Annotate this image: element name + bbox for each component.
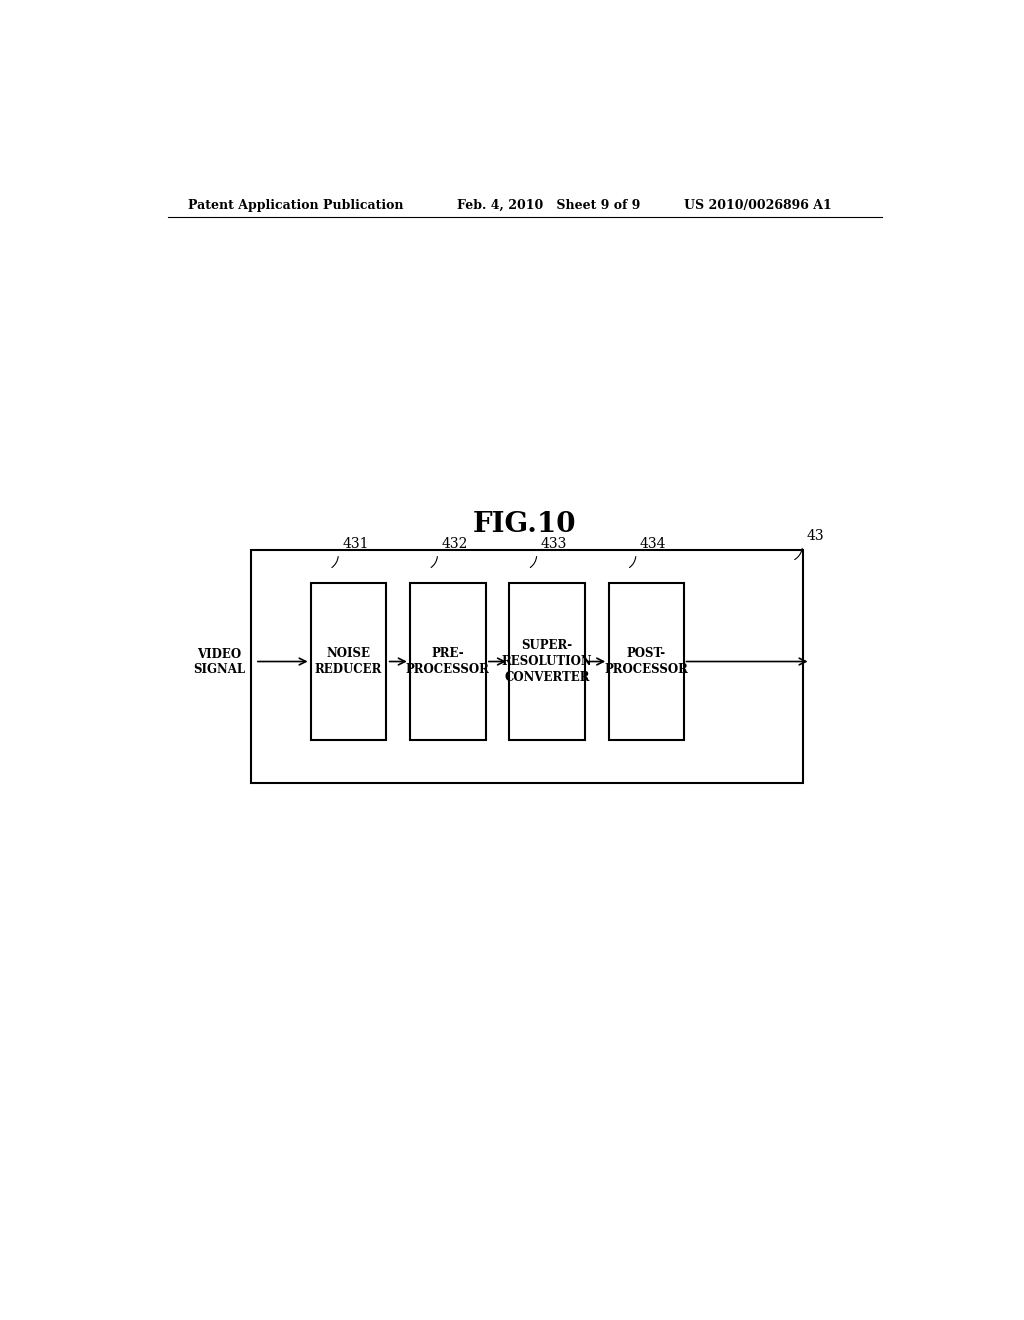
Bar — [251, 549, 803, 784]
Text: 434: 434 — [640, 537, 667, 550]
Text: SUPER-
RESOLUTION
CONVERTER: SUPER- RESOLUTION CONVERTER — [502, 639, 592, 684]
Bar — [509, 582, 585, 741]
Text: PRE-
PROCESSOR: PRE- PROCESSOR — [406, 647, 489, 676]
Text: 432: 432 — [441, 537, 468, 550]
Text: Patent Application Publication: Patent Application Publication — [187, 198, 403, 211]
Text: 433: 433 — [541, 537, 567, 550]
Bar — [411, 582, 485, 741]
Text: FIG.10: FIG.10 — [473, 511, 577, 537]
Text: 43: 43 — [807, 528, 824, 543]
Text: POST-
PROCESSOR: POST- PROCESSOR — [604, 647, 688, 676]
Text: Feb. 4, 2010   Sheet 9 of 9: Feb. 4, 2010 Sheet 9 of 9 — [458, 198, 641, 211]
Bar — [608, 582, 684, 741]
Bar — [311, 582, 386, 741]
Text: VIDEO
SIGNAL: VIDEO SIGNAL — [194, 648, 246, 676]
Text: US 2010/0026896 A1: US 2010/0026896 A1 — [684, 198, 831, 211]
Text: 431: 431 — [342, 537, 369, 550]
Text: NOISE
REDUCER: NOISE REDUCER — [315, 647, 382, 676]
